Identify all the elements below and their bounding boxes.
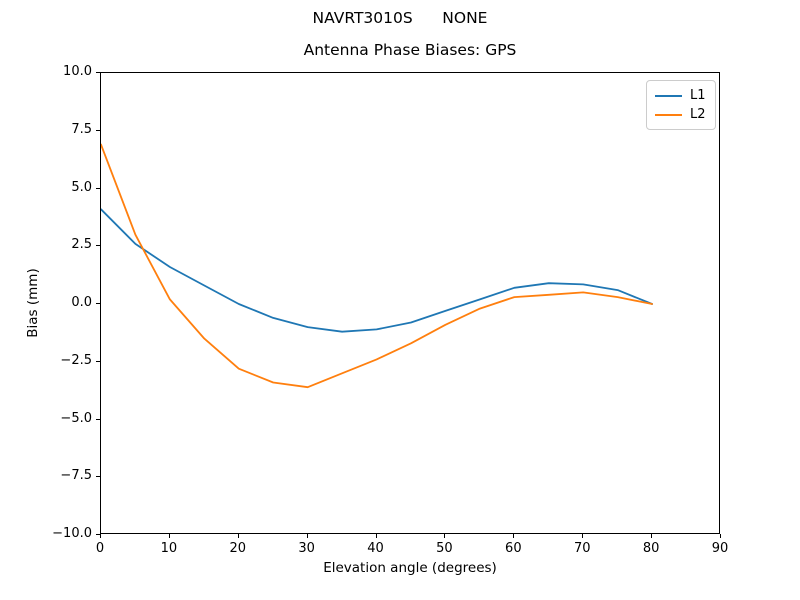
y-tick-label: 7.5 [71, 121, 92, 137]
y-tick-mark [96, 187, 100, 189]
y-tick-mark [96, 418, 100, 420]
x-tick-mark [375, 534, 377, 538]
x-tick-mark [720, 534, 721, 538]
x-tick-label: 30 [298, 541, 315, 556]
x-tick-label: 70 [573, 541, 591, 556]
x-tick-mark [168, 534, 170, 538]
x-tick-mark [582, 534, 584, 538]
chart-lines [101, 143, 653, 389]
x-tick-mark [100, 534, 101, 538]
x-tick-mark [444, 534, 446, 538]
legend-entry-l1: L1 [655, 86, 706, 105]
legend-line-icon [655, 94, 682, 97]
legend-label: L2 [690, 106, 706, 122]
y-tick-mark [96, 245, 100, 247]
y-axis-label: Bias (mm) [25, 268, 41, 338]
y-tick-label: 0.0 [71, 295, 92, 310]
x-tick-label: 0 [95, 541, 105, 556]
x-tick-mark [513, 534, 515, 538]
x-tick-mark [237, 534, 239, 538]
y-tick-label: −7.5 [60, 468, 92, 484]
legend-label: L1 [690, 87, 706, 103]
figure-suptitle: NAVRT3010S NONE [312, 9, 488, 27]
y-tick-label: −10.0 [52, 526, 92, 541]
y-tick-label: 10.0 [63, 64, 92, 79]
y-tick-label: 5.0 [71, 179, 92, 195]
x-tick-label: 90 [711, 541, 729, 556]
y-tick-mark [96, 476, 100, 478]
x-tick-label: 60 [505, 541, 522, 556]
series-line-l2 [101, 143, 653, 389]
legend-line-icon [655, 113, 682, 116]
x-tick-label: 10 [160, 541, 178, 556]
legend: L1 L2 [646, 80, 716, 130]
plot-area [100, 72, 720, 534]
x-tick-label: 40 [367, 541, 384, 556]
y-tick-label: −5.0 [60, 410, 92, 426]
series-line-l1 [101, 208, 653, 333]
x-tick-label: 20 [229, 541, 247, 556]
chart-title: Antenna Phase Biases: GPS [303, 41, 517, 59]
x-tick-mark [651, 534, 653, 538]
y-tick-mark [96, 72, 100, 73]
x-tick-label: 50 [436, 541, 453, 556]
y-tick-label: 2.5 [71, 237, 92, 253]
x-tick-mark [306, 534, 308, 538]
y-tick-mark [96, 303, 100, 304]
y-tick-mark [96, 129, 100, 131]
y-tick-label: −2.5 [60, 352, 92, 368]
x-axis-label: Elevation angle (degrees) [323, 560, 497, 576]
x-tick-label: 80 [642, 541, 660, 556]
legend-entry-l2: L2 [655, 105, 706, 124]
y-tick-mark [96, 360, 100, 362]
y-tick-mark [96, 534, 100, 535]
